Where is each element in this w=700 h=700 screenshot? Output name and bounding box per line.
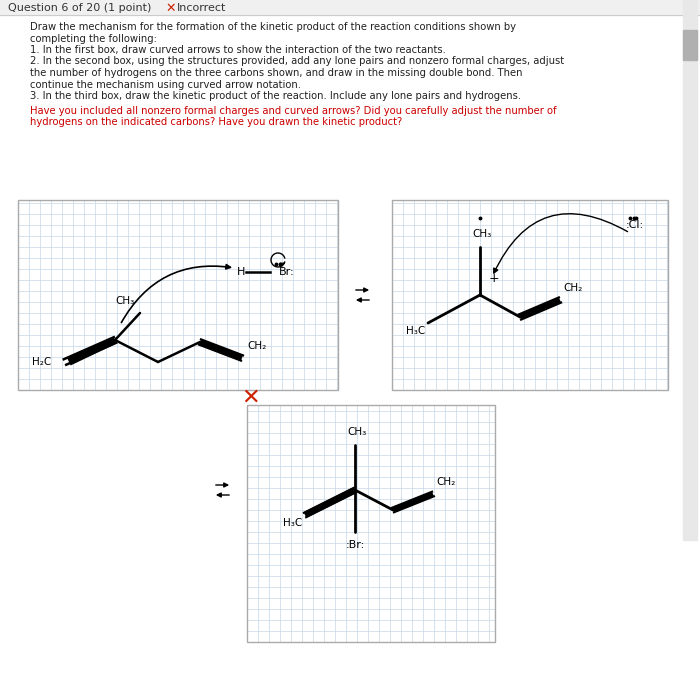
Bar (247, 405, 495, 642)
Text: continue the mechanism using curved arrow notation.: continue the mechanism using curved arro… (30, 80, 301, 90)
Text: Br:: Br: (279, 267, 295, 277)
Bar (683, 0, 697, 540)
Text: CH₂: CH₂ (436, 477, 455, 487)
Text: Have you included all nonzero formal charges and curved arrows? Did you carefull: Have you included all nonzero formal cha… (30, 106, 556, 116)
Text: CH₃: CH₃ (347, 427, 367, 437)
Text: CH₃: CH₃ (473, 229, 491, 239)
Bar (683, 30, 697, 60)
Text: the number of hydrogens on the three carbons shown, and draw in the missing doub: the number of hydrogens on the three car… (30, 68, 522, 78)
Text: Question 6 of 20 (1 point): Question 6 of 20 (1 point) (8, 3, 151, 13)
Text: 2. In the second box, using the structures provided, add any lone pairs and nonz: 2. In the second box, using the structur… (30, 57, 564, 66)
Text: H₃C: H₃C (406, 326, 425, 336)
Text: 1. In the first box, draw curved arrows to show the interaction of the two react: 1. In the first box, draw curved arrows … (30, 45, 446, 55)
Text: 3. In the third box, draw the kinetic product of the reaction. Include any lone : 3. In the third box, draw the kinetic pr… (30, 91, 521, 101)
Text: completing the following:: completing the following: (30, 34, 157, 43)
Text: +: + (489, 272, 500, 285)
Text: Incorrect: Incorrect (177, 3, 226, 13)
Bar (18, 200, 338, 390)
Text: Draw the mechanism for the formation of the kinetic product of the reaction cond: Draw the mechanism for the formation of … (30, 22, 516, 32)
Text: :Br:: :Br: (345, 540, 365, 550)
Bar (392, 200, 668, 390)
Text: ✕: ✕ (241, 388, 259, 408)
Text: CH₂: CH₂ (563, 283, 582, 293)
Text: H₃C: H₃C (283, 518, 302, 528)
Text: :Cl:: :Cl: (626, 220, 644, 230)
Text: CH₂: CH₂ (247, 341, 266, 351)
Text: ✕: ✕ (165, 1, 176, 15)
Bar (0, 0, 700, 15)
Text: H: H (237, 267, 245, 277)
Text: H₂C: H₂C (32, 357, 51, 367)
Text: hydrogens on the indicated carbons? Have you drawn the kinetic product?: hydrogens on the indicated carbons? Have… (30, 117, 402, 127)
Text: CH₃: CH₃ (116, 296, 135, 306)
